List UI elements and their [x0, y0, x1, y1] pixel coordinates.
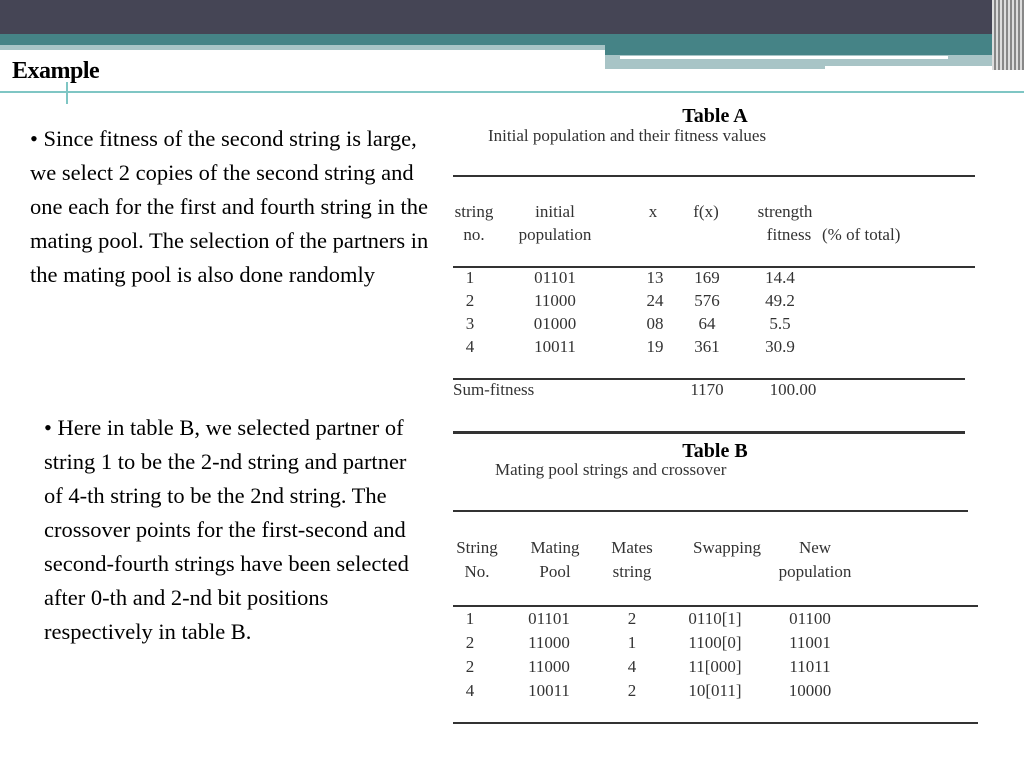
table-cell: 11000 — [528, 657, 570, 676]
column-header: no. — [463, 225, 485, 244]
table-cell: 11000 — [528, 633, 570, 652]
header-teal-block — [605, 45, 1024, 55]
column-header: fitness — [766, 225, 812, 244]
table-cell: 08 — [646, 314, 664, 333]
header-dark-band — [0, 0, 1024, 34]
header-white-notch — [825, 66, 1024, 70]
table-cell: 14.4 — [765, 268, 795, 287]
column-header: population — [518, 225, 592, 244]
bullet-1: • Since fitness of the second string is … — [30, 126, 429, 287]
table-cell: 30.9 — [765, 337, 795, 356]
table-b-subtitle: Mating pool strings and crossover — [495, 460, 727, 479]
table-cell: 64 — [698, 314, 716, 333]
bullet-2: • Here in table B, we selected partner o… — [44, 415, 409, 644]
column-header: String — [456, 538, 498, 557]
table-cell: 10011 — [534, 337, 576, 356]
table-cell: 2 — [627, 609, 637, 628]
column-header: Mating — [530, 538, 580, 557]
table-cell: 4 — [627, 657, 637, 676]
sum-label: Sum-fitness — [453, 380, 535, 399]
table-cell: 5.5 — [769, 314, 791, 333]
column-header: population — [778, 562, 852, 581]
table-cell: 11011 — [789, 657, 831, 676]
table-cell: 2 — [627, 681, 637, 700]
column-header: string — [612, 562, 652, 581]
table-cell: 1 — [465, 609, 475, 628]
table-cell: 361 — [694, 337, 720, 356]
table-cell: 2 — [465, 633, 475, 652]
table-rule — [453, 175, 975, 177]
table-a-title: Table A — [682, 105, 748, 127]
table-b-title: Table B — [682, 440, 748, 462]
column-header: Mates — [611, 538, 653, 557]
table-cell: 10000 — [788, 681, 832, 700]
table-cell: 24 — [646, 291, 664, 310]
column-header: f(x) — [693, 202, 719, 221]
table-cell: 11[000] — [688, 657, 742, 676]
title-rule — [0, 91, 1024, 93]
table-cell: 10[011] — [688, 681, 742, 700]
column-header: initial — [535, 202, 575, 221]
table-rule — [453, 510, 968, 512]
table-cell: 10011 — [528, 681, 570, 700]
sum-fx: 1170 — [690, 380, 724, 399]
header-light-band — [0, 45, 605, 50]
slide-title: Example — [12, 58, 100, 84]
header-teal-band — [0, 34, 1024, 45]
table-cell: 3 — [465, 314, 475, 333]
table-rule — [453, 722, 978, 724]
table-cell: 4 — [465, 337, 475, 356]
column-header: x — [648, 202, 658, 221]
column-header: Swapping — [693, 538, 761, 557]
table-cell: 19 — [646, 337, 664, 356]
table-rule — [453, 266, 975, 268]
table-cell: 01101 — [534, 268, 576, 287]
column-header: New — [798, 538, 832, 557]
header-right-stripes — [992, 0, 1024, 70]
table-cell: 1 — [627, 633, 637, 652]
header-white-stripe — [620, 56, 948, 59]
sum-pct: 100.00 — [769, 380, 817, 399]
column-header: string — [454, 202, 494, 221]
title-tick — [66, 82, 68, 104]
table-cell: 49.2 — [765, 291, 795, 310]
table-rule — [453, 378, 965, 380]
table-cell: 1 — [465, 268, 475, 287]
table-cell: 11001 — [789, 633, 831, 652]
column-header-extra: (% of total) — [822, 225, 901, 244]
table-cell: 0110[1] — [688, 609, 742, 628]
column-header: No. — [464, 562, 490, 581]
table-cell: 01101 — [528, 609, 570, 628]
table-cell: 11000 — [534, 291, 576, 310]
table-cell: 13 — [646, 268, 664, 287]
table-rule — [453, 605, 978, 607]
table-cell: 1100[0] — [688, 633, 742, 652]
table-rule — [453, 432, 965, 434]
column-header: strength — [757, 202, 813, 221]
table-cell: 576 — [694, 291, 720, 310]
table-rule — [453, 431, 965, 433]
table-a-subtitle: Initial population and their fitness val… — [488, 126, 767, 145]
table-cell: 01100 — [789, 609, 831, 628]
table-cell: 4 — [465, 681, 475, 700]
table-b: Table B Mating pool strings and crossove… — [445, 430, 985, 740]
table-cell: 01000 — [533, 314, 577, 333]
table-cell: 2 — [465, 657, 475, 676]
table-cell: 2 — [465, 291, 475, 310]
table-cell: 169 — [694, 268, 720, 287]
table-a: Table A Initial population and their fit… — [445, 100, 985, 440]
column-header: Pool — [539, 562, 571, 581]
